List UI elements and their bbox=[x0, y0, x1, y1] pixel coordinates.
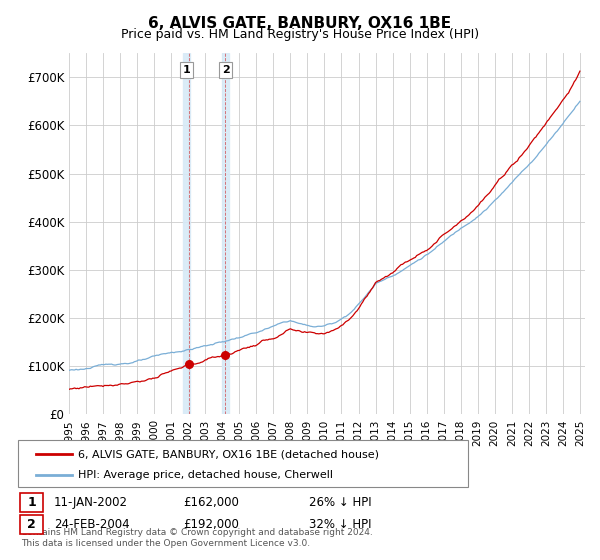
Bar bbox=[183, 53, 190, 414]
Text: Price paid vs. HM Land Registry's House Price Index (HPI): Price paid vs. HM Land Registry's House … bbox=[121, 28, 479, 41]
Bar bbox=[222, 53, 229, 414]
Text: 2: 2 bbox=[27, 518, 36, 531]
Text: 1: 1 bbox=[27, 496, 36, 509]
Text: Contains HM Land Registry data © Crown copyright and database right 2024.
This d: Contains HM Land Registry data © Crown c… bbox=[21, 528, 373, 548]
Text: 26% ↓ HPI: 26% ↓ HPI bbox=[309, 496, 371, 509]
Text: 32% ↓ HPI: 32% ↓ HPI bbox=[309, 518, 371, 531]
Text: £162,000: £162,000 bbox=[183, 496, 239, 509]
Text: 11-JAN-2002: 11-JAN-2002 bbox=[54, 496, 128, 509]
Text: HPI: Average price, detached house, Cherwell: HPI: Average price, detached house, Cher… bbox=[78, 470, 333, 480]
Text: 6, ALVIS GATE, BANBURY, OX16 1BE (detached house): 6, ALVIS GATE, BANBURY, OX16 1BE (detach… bbox=[78, 449, 379, 459]
Text: £192,000: £192,000 bbox=[183, 518, 239, 531]
Text: 6, ALVIS GATE, BANBURY, OX16 1BE: 6, ALVIS GATE, BANBURY, OX16 1BE bbox=[148, 16, 452, 31]
Text: 24-FEB-2004: 24-FEB-2004 bbox=[54, 518, 130, 531]
Text: 2: 2 bbox=[222, 65, 230, 75]
Text: 1: 1 bbox=[182, 65, 190, 75]
